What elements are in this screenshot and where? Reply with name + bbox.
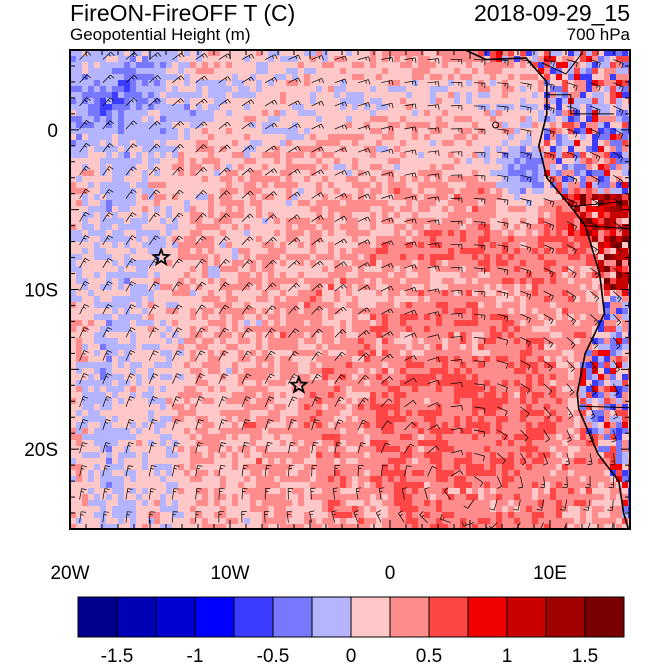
lon-tick-label: 10W <box>210 563 249 584</box>
colorbar-box <box>77 596 118 638</box>
colorbar-label: -1 <box>187 646 204 667</box>
lat-tick-label: 20S <box>24 440 58 461</box>
colorbar: -1.5 -1 -0.5 0 0.5 1 1.5 <box>77 596 625 667</box>
colorbar-box <box>467 596 508 638</box>
plot-title: FireON-FireOFF T (C) <box>70 0 296 26</box>
colorbar-box <box>194 596 235 638</box>
colorbar-box <box>389 596 430 638</box>
colorbar-label: -1.5 <box>101 646 134 667</box>
lat-tick-label: 0 <box>47 121 58 142</box>
lat-tick-label: 10S <box>24 281 58 302</box>
colorbar-label: 1 <box>502 646 513 667</box>
star-markers <box>151 247 309 394</box>
colorbar-box <box>584 596 625 638</box>
plot-subtitle: Geopotential Height (m) <box>70 25 251 44</box>
plot-date: 2018-09-29_15 <box>473 0 630 26</box>
colorbar-label: 0.5 <box>416 646 442 667</box>
colorbar-box <box>155 596 196 638</box>
colorbar-box <box>233 596 274 638</box>
pressure-level: 700 hPa <box>566 25 630 44</box>
wind-barbs <box>79 51 624 529</box>
colorbar-box <box>311 596 352 638</box>
lon-tick-label: 0 <box>385 563 396 584</box>
star-marker <box>151 247 172 267</box>
colorbar-box <box>428 596 469 638</box>
colorbar-box <box>506 596 547 638</box>
colorbar-box <box>545 596 586 638</box>
colorbar-label: 0 <box>346 646 357 667</box>
temperature-difference-field <box>70 50 630 529</box>
colorbar-box <box>272 596 313 638</box>
lon-tick-label: 10E <box>533 563 567 584</box>
colorbar-box <box>350 596 391 638</box>
colorbar-label: -0.5 <box>257 646 290 667</box>
colorbar-label: 1.5 <box>572 646 598 667</box>
coastline <box>398 50 630 529</box>
axis-ticks: 20W 10W 0 10E 0 10S 20S <box>24 49 631 584</box>
lon-tick-label: 20W <box>50 563 89 584</box>
star-marker <box>288 374 309 394</box>
colorbar-box <box>116 596 157 638</box>
